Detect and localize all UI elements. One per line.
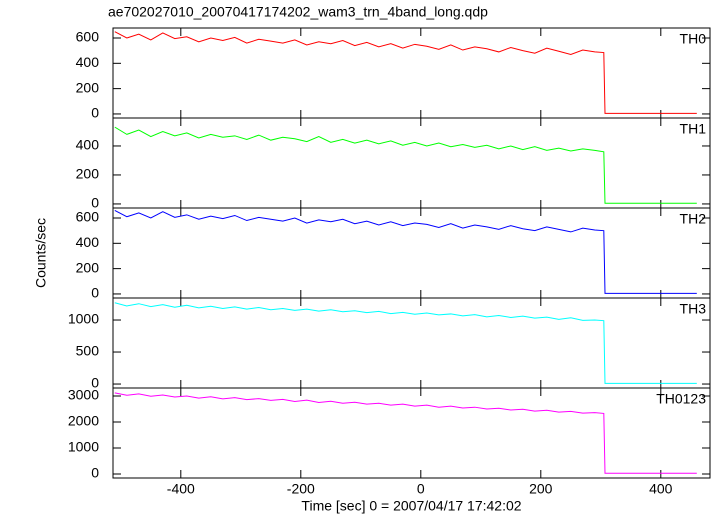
x-tick-label: -200 [287,481,315,497]
y-tick-label: 0 [91,465,99,481]
y-tick-label: 0 [91,195,99,211]
light-curve [114,209,697,294]
panel-frame [112,27,711,119]
y-tick-label: 600 [76,29,100,45]
y-tick-label: 1000 [68,439,99,455]
legend-label: TH0 [680,31,707,47]
light-curve [114,31,697,114]
x-tick-label: 400 [649,481,673,497]
y-tick-label: 600 [76,209,100,225]
legend-label: TH1 [680,121,707,137]
light-curve [114,392,697,474]
legend-label: TH3 [680,301,707,317]
y-tick-label: 500 [76,343,100,359]
panel-frame [112,387,711,479]
y-tick-label: 200 [76,79,100,95]
y-axis-label: Counts/sec [33,218,49,288]
y-tick-label: 0 [91,105,99,121]
y-tick-label: 1000 [68,311,99,327]
panel-frame [112,117,711,209]
panel-frame [112,297,711,389]
panel-frame [112,207,711,299]
y-tick-label: 200 [76,166,100,182]
y-tick-label: 200 [76,259,100,275]
legend-label: TH2 [680,211,707,227]
light-curve [114,302,697,384]
y-tick-label: 3000 [68,387,99,403]
legend-label: TH0123 [656,391,706,407]
y-tick-label: 0 [91,375,99,391]
x-axis-label: Time [sec] 0 = 2007/04/17 17:42:02 [301,498,521,514]
light-curve [114,126,697,204]
x-tick-label: 200 [529,481,553,497]
y-tick-label: 0 [91,285,99,301]
y-tick-label: 400 [76,54,100,70]
chart-title: ae702027010_20070417174202_wam3_trn_4ban… [108,4,488,20]
x-tick-label: -400 [167,481,195,497]
y-tick-label: 400 [76,234,100,250]
y-tick-label: 400 [76,137,100,153]
y-tick-label: 2000 [68,413,99,429]
x-tick-label: 0 [417,481,425,497]
